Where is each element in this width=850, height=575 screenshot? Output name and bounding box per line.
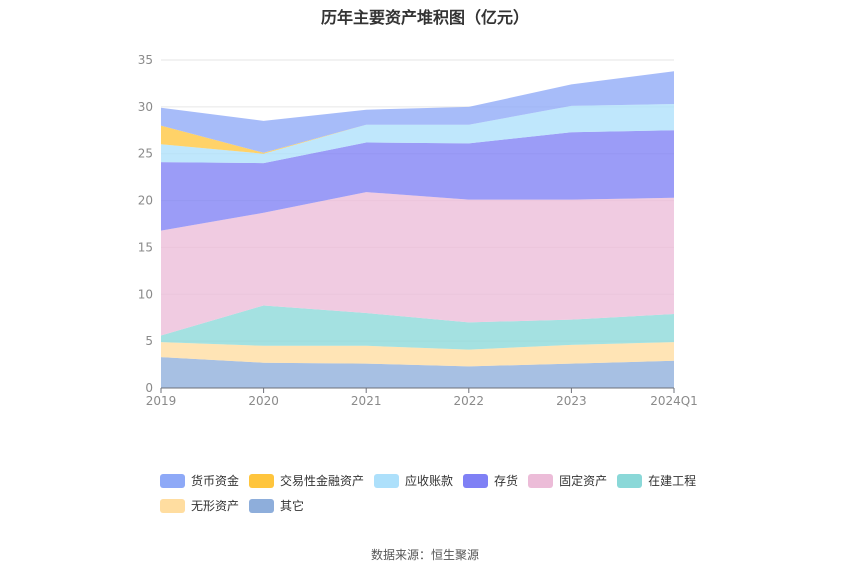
area-固定资产 xyxy=(161,192,674,336)
legend-item[interactable]: 固定资产 xyxy=(528,472,607,489)
area-存货 xyxy=(161,130,674,231)
legend-label: 交易性金融资产 xyxy=(280,474,365,488)
y-tick-label: 25 xyxy=(138,147,153,161)
legend-item[interactable]: 应收账款 xyxy=(374,472,453,489)
legend-label: 货币资金 xyxy=(191,474,240,488)
legend-label: 在建工程 xyxy=(648,474,697,488)
legend-swatch xyxy=(249,473,275,488)
legend-item[interactable]: 无形资产 xyxy=(160,497,239,514)
legend-swatch xyxy=(160,498,185,513)
legend-swatch xyxy=(374,473,400,488)
stacked-area-chart: 0 5 10 15 20 25 30 35 2019 2020 2021 2022 2023 2024Q1 xyxy=(138,53,698,408)
legend-swatch xyxy=(528,473,554,488)
y-tick-label: 15 xyxy=(138,240,153,254)
x-tick-label: 2023 xyxy=(556,394,587,408)
legend-swatch xyxy=(160,473,185,488)
x-tick-label: 2019 xyxy=(146,394,177,408)
y-tick-label: 30 xyxy=(138,100,153,114)
x-tick-label: 2024Q1 xyxy=(650,394,698,408)
area-无形资产 xyxy=(161,342,674,367)
legend-item[interactable]: 交易性金融资产 xyxy=(249,472,364,489)
area-货币资金 xyxy=(161,71,674,153)
y-tick-label: 35 xyxy=(138,53,153,67)
legend-label: 其它 xyxy=(280,499,305,513)
y-tick-label: 20 xyxy=(138,194,153,208)
legend-swatch xyxy=(617,473,643,488)
legend-label: 存货 xyxy=(494,474,519,488)
legend: 货币资金 交易性金融资产 应收账款 存货 固定资产 在建工程无形资产 其它 xyxy=(160,472,720,522)
legend-item[interactable]: 存货 xyxy=(463,472,518,489)
legend-label: 应收账款 xyxy=(405,474,454,488)
x-tick-label: 2020 xyxy=(248,394,279,408)
y-tick-label: 5 xyxy=(145,334,153,348)
axes: 0 5 10 15 20 25 30 35 2019 2020 2021 2022 2023 2024Q1 xyxy=(138,53,698,408)
area-交易性金融资产 xyxy=(161,104,674,154)
legend-swatch xyxy=(463,473,489,488)
source-note: 数据来源：恒生聚源 xyxy=(370,548,479,562)
legend-label: 固定资产 xyxy=(559,474,608,488)
x-tick-label: 2022 xyxy=(454,394,485,408)
legend-item[interactable]: 在建工程 xyxy=(617,472,696,489)
legend-item[interactable]: 货币资金 xyxy=(160,472,239,489)
x-tick-label: 2021 xyxy=(351,394,382,408)
legend-item[interactable]: 其它 xyxy=(249,497,304,514)
area-在建工程 xyxy=(161,305,674,350)
legend-swatch xyxy=(249,498,275,513)
area-其它 xyxy=(161,357,674,388)
legend-label: 无形资产 xyxy=(191,499,240,513)
y-tick-label: 0 xyxy=(145,381,153,395)
y-tick-label: 10 xyxy=(138,287,153,301)
chart-title: 历年主要资产堆积图（亿元） xyxy=(320,8,529,27)
area-应收账款 xyxy=(161,104,674,164)
area-series xyxy=(161,71,674,388)
